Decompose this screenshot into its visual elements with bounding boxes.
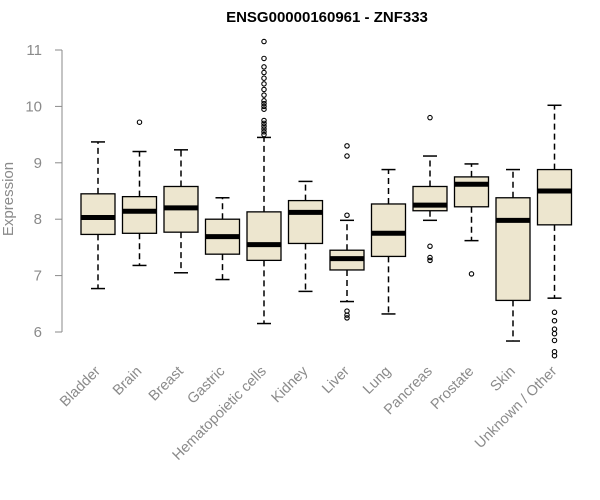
outlier-point (344, 308, 350, 314)
outlier-point (344, 315, 350, 321)
box-group (495, 168, 531, 342)
box-iqr (121, 195, 158, 234)
outlier-point (427, 243, 433, 250)
outlier-point (261, 123, 267, 129)
outlier-point (427, 254, 433, 261)
x-tick-label: Bladder (57, 363, 104, 410)
outlier-point (261, 129, 267, 135)
outlier-point (261, 103, 267, 110)
box-iqr (453, 176, 490, 208)
outlier-point (261, 86, 267, 93)
y-tick-label: 8 (34, 211, 42, 228)
outlier-point (261, 120, 267, 127)
outlier-point (261, 55, 267, 62)
box-group (204, 197, 241, 281)
box-group (536, 104, 573, 359)
outlier-point (261, 100, 267, 107)
outlier-point (261, 81, 267, 87)
box-group (121, 119, 158, 267)
outlier-point (261, 117, 267, 124)
box-group (287, 180, 324, 293)
outlier-point (261, 92, 267, 98)
box-group (80, 141, 116, 290)
box-iqr (370, 203, 407, 258)
outlier-point (551, 337, 558, 344)
chart-title: ENSG00000160961 - ZNF333 (226, 9, 428, 26)
outlier-point (427, 114, 433, 121)
y-axis-label: Expression (0, 162, 17, 236)
box-group (246, 38, 282, 325)
outlier-point (551, 309, 558, 316)
box-group (163, 149, 199, 274)
x-tick-label: Brain (110, 364, 145, 399)
outlier-point (344, 143, 350, 149)
outlier-point (344, 153, 350, 159)
x-tick-label: Kidney (269, 363, 312, 406)
y-tick-label: 11 (26, 42, 42, 59)
y-tick-label: 7 (34, 268, 42, 285)
y-tick-label: 9 (34, 155, 42, 172)
box-iqr (80, 193, 116, 236)
y-tick-label: 10 (25, 98, 42, 115)
box-iqr (246, 211, 282, 262)
x-tick-label: Breast (146, 364, 187, 405)
x-tick-label: Lung (360, 364, 394, 398)
box-group (453, 163, 490, 277)
x-tick-label: Liver (319, 363, 353, 397)
outlier-point (551, 326, 558, 332)
boxes-group (80, 38, 573, 359)
outlier-point (261, 64, 267, 70)
outlier-point (468, 271, 475, 277)
box-iqr (536, 168, 573, 226)
outlier-point (551, 317, 558, 324)
y-tick-label: 6 (34, 324, 42, 341)
outlier-point (551, 348, 558, 355)
outlier-point (136, 119, 143, 125)
outlier-point (261, 98, 267, 104)
outlier-point (261, 69, 267, 76)
x-tick-label: Skin (488, 364, 519, 395)
box-group (370, 168, 407, 315)
outlier-point (427, 257, 433, 264)
x-tick-label: Prostate (428, 364, 477, 413)
box-group (329, 143, 365, 321)
box-iqr (495, 197, 531, 302)
box-group (412, 114, 448, 264)
outlier-point (261, 106, 267, 112)
outlier-point (344, 212, 350, 219)
outlier-point (551, 330, 558, 337)
axes: 6 7 8 9 10 11 (25, 42, 63, 341)
outlier-point (261, 38, 267, 45)
outlier-point (261, 131, 267, 138)
box-iqr (287, 199, 324, 245)
outlier-point (261, 126, 267, 132)
outlier-point (261, 75, 267, 81)
